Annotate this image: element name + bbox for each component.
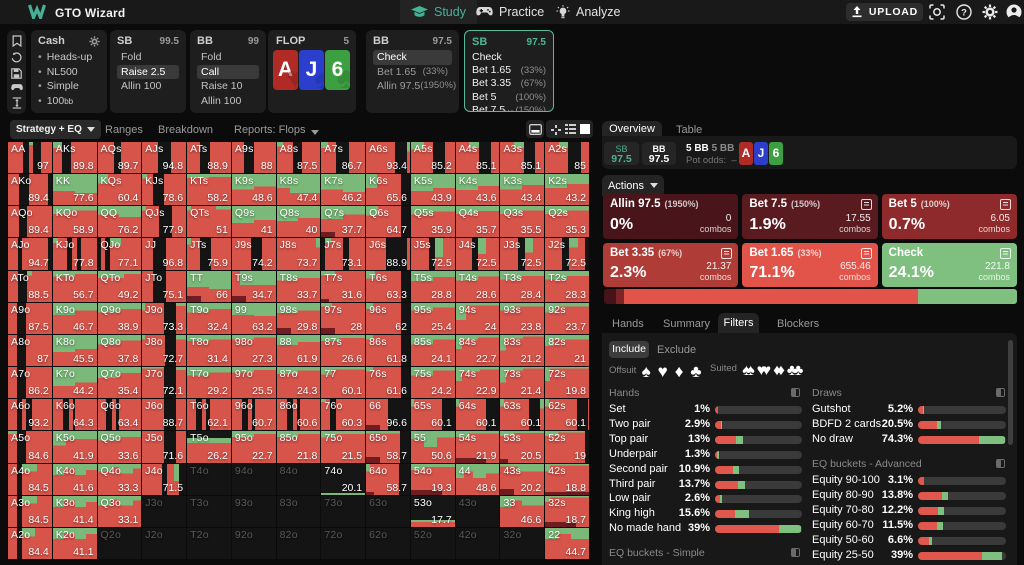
svg-text:?: ? [961,8,967,19]
